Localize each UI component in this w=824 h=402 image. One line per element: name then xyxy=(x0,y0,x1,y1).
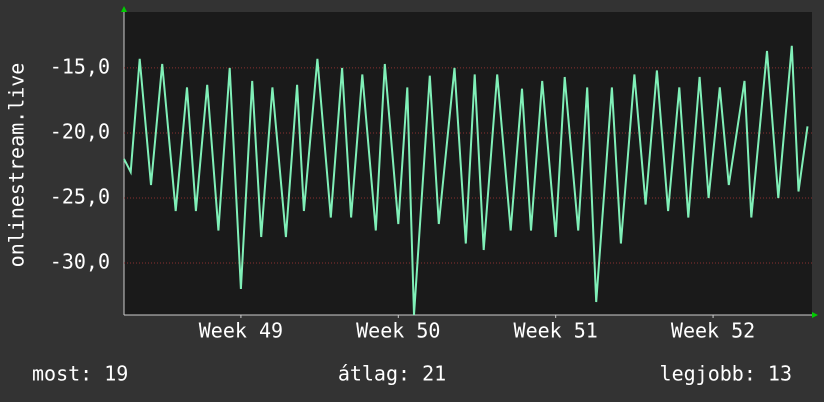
x-tick-label: Week 52 xyxy=(671,319,755,343)
y-tick-label: -20,0 xyxy=(50,119,110,143)
axis-arrow xyxy=(121,6,127,12)
x-tick-label: Week 49 xyxy=(199,319,283,343)
footer-average: átlag: 21 xyxy=(338,362,446,386)
y-tick-label: -15,0 xyxy=(50,54,110,78)
y-axis-label: onlinestream.live xyxy=(5,63,29,268)
x-tick-label: Week 50 xyxy=(356,319,440,343)
x-tick-label: Week 51 xyxy=(514,319,598,343)
plot-area xyxy=(124,12,812,315)
y-tick-label: -30,0 xyxy=(50,249,110,273)
y-tick-label: -25,0 xyxy=(50,184,110,208)
data-line xyxy=(123,45,809,316)
footer-current: most: 19 xyxy=(32,362,128,386)
axis-arrow xyxy=(812,312,818,318)
footer-best: legjobb: 13 xyxy=(660,362,792,386)
